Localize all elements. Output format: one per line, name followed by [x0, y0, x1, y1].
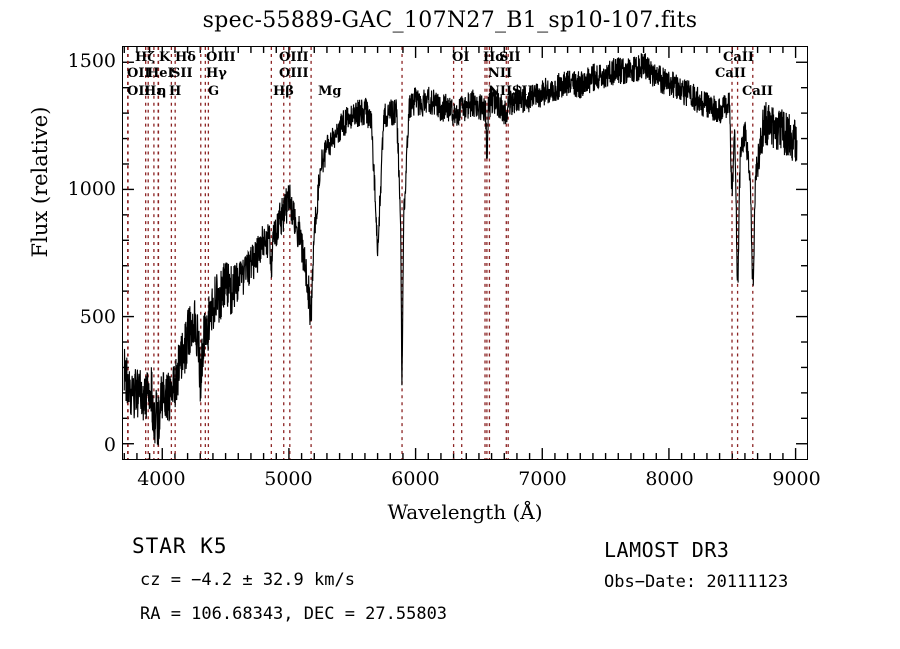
line-id-label: OIII [279, 66, 309, 81]
line-id-label: Hζ [135, 50, 155, 65]
y-tick-label: 0 [103, 433, 116, 456]
line-id-label: Hβ [273, 84, 294, 99]
line-id-label: η [157, 84, 167, 99]
redshift-velocity-text: cz = −4.2 ± 32.9 km/s [140, 570, 355, 590]
line-id-label: CaII [723, 50, 754, 65]
x-tick-label: 7000 [518, 468, 567, 490]
y-tick-label: 1000 [67, 178, 116, 201]
line-id-label: OII [127, 84, 151, 99]
line-id-label: CaII [742, 84, 773, 99]
line-id-label: SII [499, 50, 521, 65]
observation-date-text: Obs−Date: 20111123 [604, 572, 789, 592]
line-id-label: Hγ [206, 66, 227, 81]
line-id-label: OIII [206, 50, 236, 65]
line-id-label: OIII [279, 50, 309, 65]
line-id-label: K [159, 50, 171, 65]
line-id-label: Mg [318, 84, 342, 99]
line-id-label: NII [488, 84, 513, 99]
line-id-label: HeI [147, 66, 174, 81]
line-id-label: H [169, 84, 182, 99]
plot-frame: Hζ K Hδ OIII OIII OI Hα SII CaII OII HeI SII Hγ OIII N… [122, 46, 808, 460]
line-id-label: G [208, 84, 220, 99]
coordinates-text: RA = 106.68343, DEC = 27.55803 [140, 604, 448, 624]
line-id-label: OII [127, 66, 151, 81]
x-tick-label: 8000 [645, 468, 694, 490]
object-class-text: STAR K5 [132, 534, 228, 558]
spectrum-trace [123, 53, 798, 446]
line-id-label: Hα [483, 50, 506, 65]
spectrum-canvas [123, 47, 807, 459]
line-id-label: Hδ [175, 50, 196, 65]
x-tick-label: 5000 [264, 468, 313, 490]
y-axis-tick-labels: 0 500 1000 1500 [40, 46, 116, 460]
page-title: spec-55889-GAC_107N27_B1_sp10-107.fits [202, 8, 698, 33]
x-axis-tick-labels: 4000 5000 6000 7000 8000 9000 [122, 468, 821, 494]
line-id-label: CaII [715, 66, 746, 81]
x-tick-label: 9000 [772, 468, 821, 490]
survey-name-text: LAMOST DR3 [604, 538, 730, 562]
line-id-label: Hε [144, 84, 165, 99]
y-tick-label: 1500 [67, 50, 116, 73]
y-axis-title: Flux (relative) [28, 106, 52, 258]
line-id-label: OI [452, 50, 470, 65]
x-tick-label: 6000 [391, 468, 440, 490]
y-tick-label: 500 [79, 305, 116, 328]
x-axis-title: Wavelength (Å) [387, 500, 543, 524]
line-id-label: SII [171, 66, 193, 81]
line-id-label: SII [512, 84, 534, 99]
line-id-label: NII [488, 66, 513, 81]
x-tick-label: 4000 [137, 468, 186, 490]
